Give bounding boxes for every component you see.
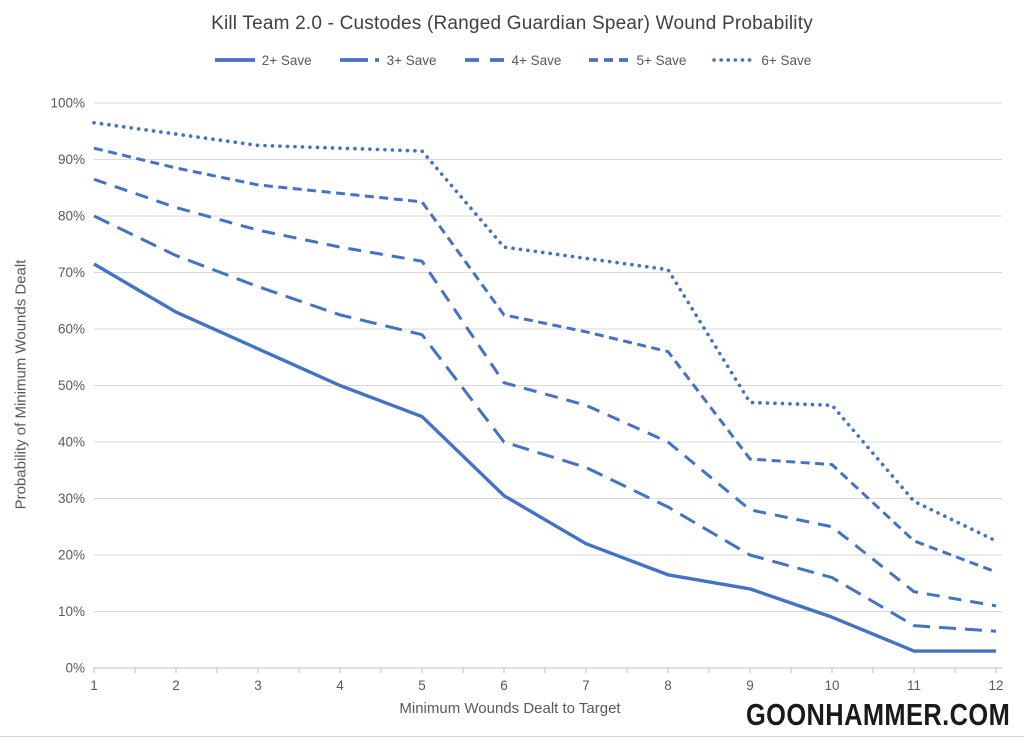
y-tick-label: 80% [58,209,85,224]
legend-label: 2+ Save [261,52,312,68]
legend-line-sample [712,58,757,62]
x-tick-label: 1 [90,678,98,693]
y-tick-label: 30% [58,491,85,506]
x-tick-label: 11 [907,678,921,693]
y-tick-label: 60% [58,322,85,337]
x-tick-label: 5 [418,678,426,693]
legend-item: 4+ Save [463,52,562,68]
bottom-border [0,736,1024,737]
series-line-2-save [93,262,996,653]
y-axis-title: Probability of Minimum Wounds Dealt [12,259,30,510]
y-tick-label: 40% [58,435,85,450]
legend-line-sample [339,58,380,62]
legend-item: 2+ Save [213,53,312,68]
y-tick-label: 20% [58,548,85,563]
x-tick-label: 12 [988,678,1003,693]
chart-title: Kill Team 2.0 - Custodes (Ranged Guardia… [211,13,813,34]
legend-line-sample [464,58,505,62]
y-tick-label: 10% [58,604,85,619]
x-tick-label: 10 [824,678,839,693]
series-line-6-save [92,120,998,543]
x-tick-label: 6 [500,678,508,693]
legend-item: 5+ Save [587,53,686,68]
legend-line-sample [589,58,630,62]
y-tick-label: 70% [58,265,85,280]
legend-item: 6+ Save [712,53,811,68]
legend-label: 5+ Save [636,52,687,68]
legend-label: 6+ Save [761,52,812,68]
watermark-text: GOONHAMMER.COM [745,697,1010,732]
x-tick-label: 7 [582,678,590,693]
legend-item: 3+ Save [338,53,437,68]
y-tick-label: 0% [65,661,85,676]
x-tick-label: 8 [664,678,672,693]
y-tick-label: 100% [50,96,85,111]
legend-label: 3+ Save [386,52,437,68]
y-tick-label: 50% [58,378,85,393]
x-tick-label: 2 [172,678,180,693]
y-tick-label: 90% [58,152,85,167]
series-line-4-save [93,177,997,608]
x-tick-label: 9 [746,678,754,693]
x-tick-label: 3 [254,678,262,693]
legend-label: 4+ Save [511,52,562,68]
x-axis-title: Minimum Wounds Dealt to Target [399,700,621,717]
legend: 2+ Save 3+ Save 4+ Save 5+ Save 6+ Save [0,50,1024,70]
x-tick-label: 4 [336,678,344,693]
series-line-5-save [93,146,997,574]
series-line-3-save [93,214,997,633]
legend-line-sample [214,58,255,62]
